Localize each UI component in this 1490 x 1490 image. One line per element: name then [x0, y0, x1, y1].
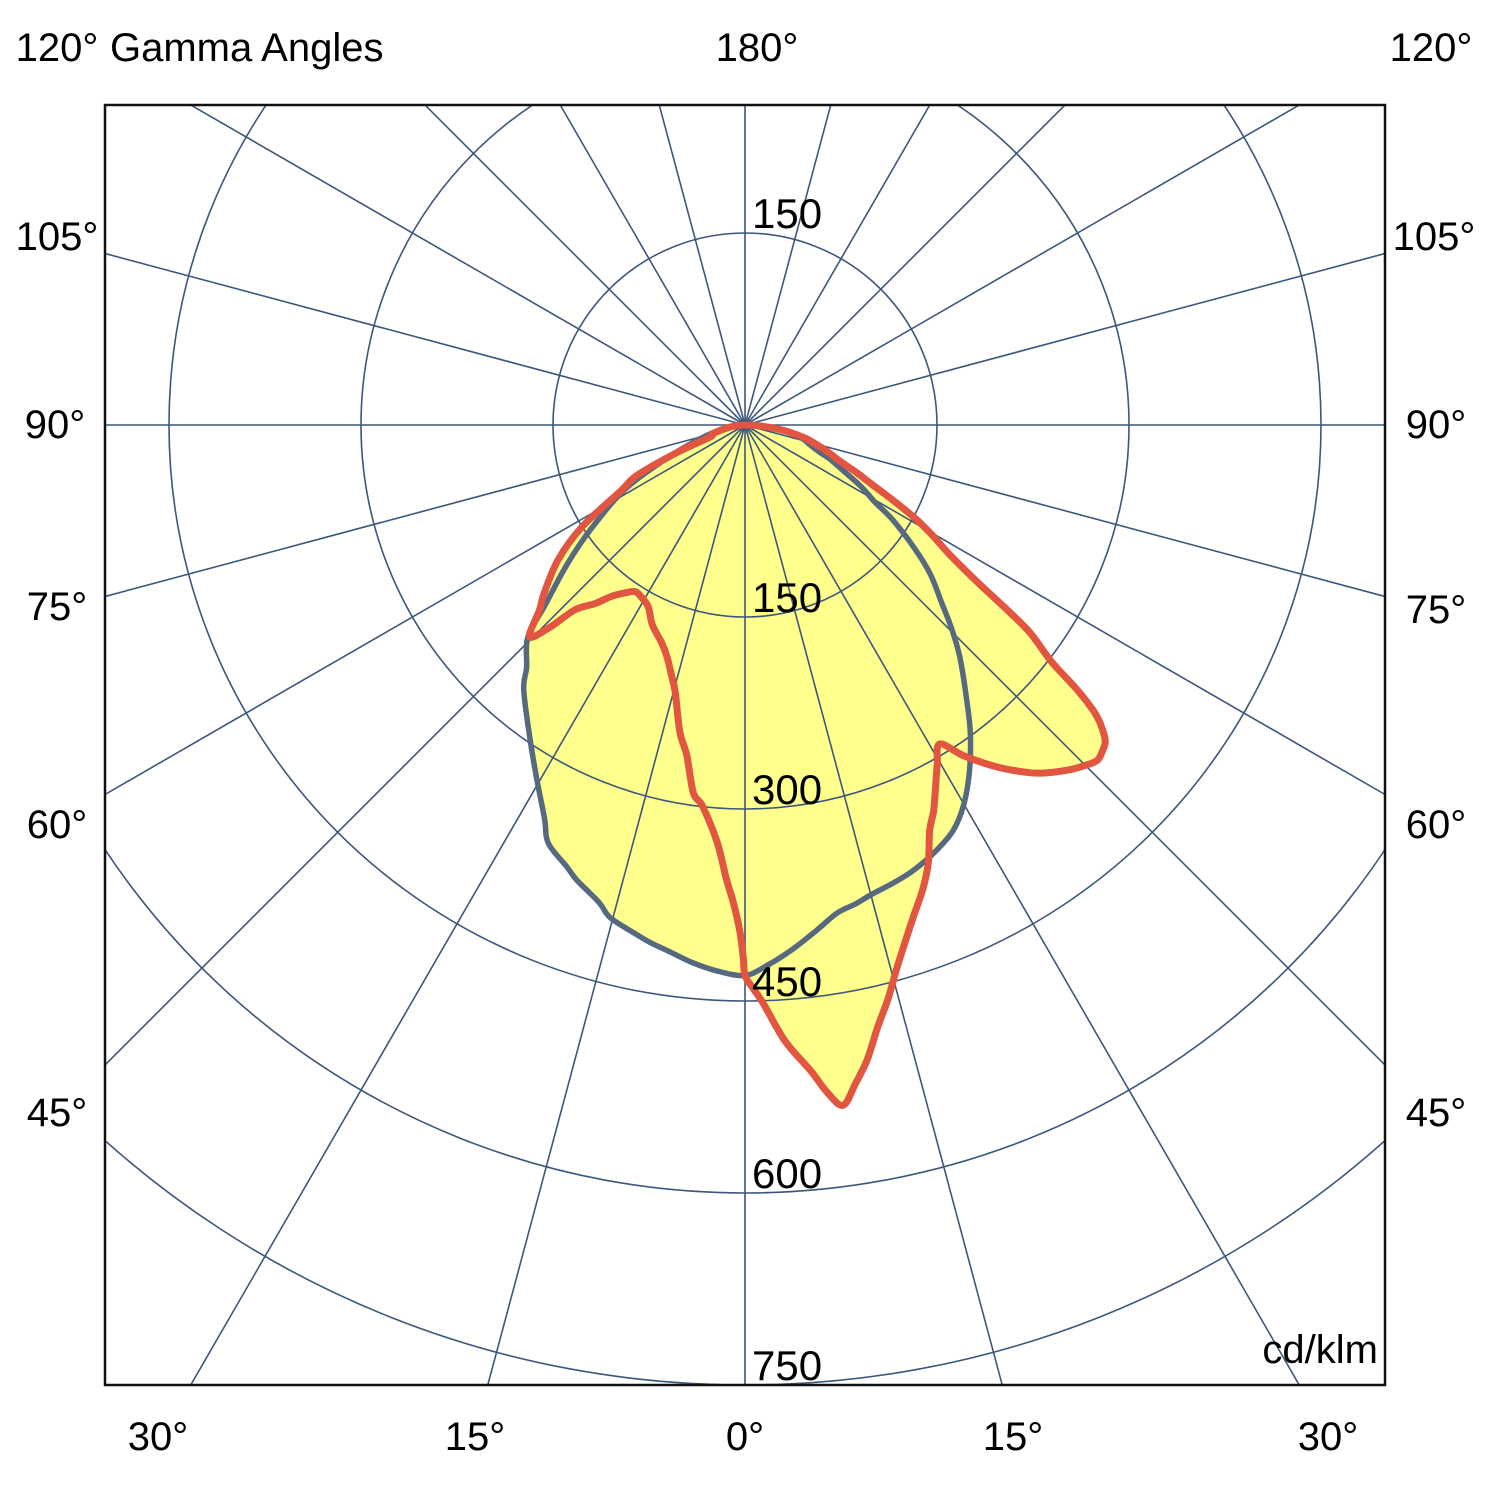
grid-radial-255: [105, 252, 746, 426]
grid-radial-15: [744, 424, 1004, 1385]
angle-label-bottom-30l: 30°: [127, 1415, 189, 1459]
angle-label-top-right-120: 120°: [1389, 26, 1473, 70]
ring-label-300: 300: [752, 766, 823, 813]
ring-label-750: 750: [752, 1342, 823, 1389]
angle-label-bottom-15l: 15°: [444, 1415, 506, 1459]
grid-radial-195: [658, 105, 746, 426]
angle-label-right-75: 75°: [1405, 588, 1467, 632]
plot-border: [103, 103, 1387, 1387]
angle-label-top-left-120: 120°: [15, 26, 99, 70]
ring-label-600: 600: [752, 1150, 823, 1197]
angle-label-left-45: 45°: [26, 1091, 88, 1135]
grid-radial-300: [105, 424, 746, 796]
grid-radial-105: [744, 252, 1385, 426]
angle-label-left-90: 90°: [24, 403, 86, 447]
grid-radial-345: [486, 424, 746, 1385]
curve-red: [525, 421, 1109, 1109]
angle-label-bottom-15r: 15°: [982, 1415, 1044, 1459]
chart-title: Gamma Angles: [110, 26, 384, 70]
grid-radial-225: [423, 105, 746, 426]
grid-radial-120: [744, 105, 1301, 426]
angle-label-top-180: 180°: [715, 26, 799, 70]
grid-radial-240: [189, 105, 746, 426]
grid-radial-165: [744, 105, 832, 426]
grid-radial-315: [105, 424, 746, 1067]
angle-label-left-75: 75°: [26, 585, 88, 629]
grid-radial-330: [189, 424, 746, 1385]
angle-label-right-60: 60°: [1405, 803, 1467, 847]
ring-label-150-above: 150: [752, 190, 823, 237]
angle-label-right-105: 105°: [1392, 215, 1476, 259]
grid-radial-45: [744, 424, 1385, 1067]
angle-label-bottom-0: 0°: [725, 1415, 765, 1459]
angle-label-bottom-30r: 30°: [1297, 1415, 1359, 1459]
ring-label-450: 450: [752, 958, 823, 1005]
angle-label-right-45: 45°: [1405, 1091, 1467, 1135]
intensity-fill-red-region: [529, 424, 1106, 1106]
grid-radial-30: [744, 424, 1301, 1385]
angle-label-left-60: 60°: [26, 803, 88, 847]
grid-radial-75: [744, 424, 1385, 598]
grid-radial-210: [559, 105, 746, 426]
ring-label-150: 150: [752, 574, 823, 621]
angle-label-left-105: 105°: [15, 215, 99, 259]
grid-radial-60: [744, 424, 1385, 796]
grid-radial-150: [744, 105, 931, 426]
grid-radial-135: [744, 105, 1067, 426]
grid-radial-285: [105, 424, 746, 598]
unit-label: cd/klm: [1262, 1328, 1378, 1372]
angle-label-right-90: 90°: [1405, 403, 1467, 447]
curve-blue: [520, 422, 974, 979]
